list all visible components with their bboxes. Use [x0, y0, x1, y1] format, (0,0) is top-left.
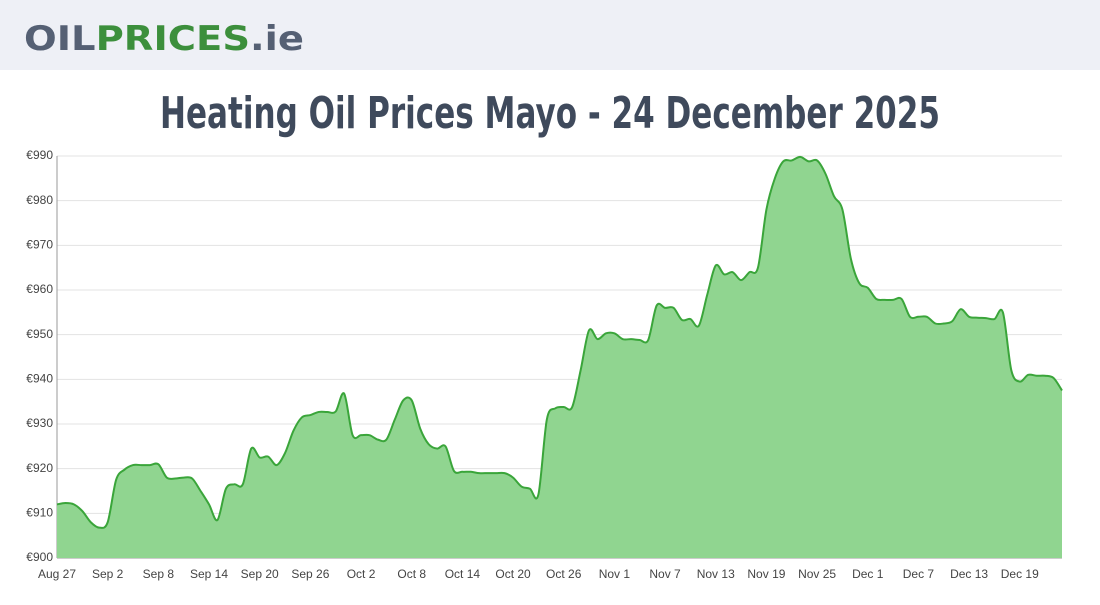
y-tick-label: €940: [26, 372, 53, 386]
header-bar: [0, 0, 1100, 70]
line: [56, 155, 1063, 529]
x-tick-label: Sep 14: [190, 567, 228, 581]
x-tick-label: Dec 1: [852, 567, 884, 581]
y-tick-label: €920: [26, 461, 53, 475]
logo-part: .ie: [250, 19, 304, 59]
x-tick-label: Oct 26: [546, 567, 582, 581]
y-tick-label: €910: [26, 506, 53, 520]
y-tick-label: €980: [26, 193, 53, 207]
x-tick-label: Oct 2: [347, 567, 376, 581]
logo-part: OIL: [24, 19, 96, 59]
x-tick-label: Dec 13: [950, 567, 988, 581]
x-tick-label: Nov 1: [599, 567, 631, 581]
logo[interactable]: OIL PRICES .ie: [24, 19, 304, 59]
x-tick-label: Sep 26: [291, 567, 329, 581]
y-tick-label: €960: [26, 282, 53, 296]
y-tick-label: €900: [26, 550, 53, 564]
x-tick-label: Aug 27: [38, 567, 76, 581]
x-tick-label: Nov 25: [798, 567, 836, 581]
x-tick-label: Nov 13: [697, 567, 735, 581]
x-tick-label: Oct 20: [495, 567, 531, 581]
x-tick-label: Sep 20: [241, 567, 279, 581]
y-tick-label: €930: [26, 416, 53, 430]
chart-title: Heating Oil Prices Mayo - 24 December 20…: [160, 88, 940, 139]
x-tick-label: Nov 7: [649, 567, 681, 581]
x-tick-label: Oct 8: [397, 567, 426, 581]
x-tick-label: Dec 7: [903, 567, 935, 581]
x-tick-label: Nov 19: [747, 567, 785, 581]
y-tick-label: €990: [26, 148, 53, 162]
x-tick-label: Sep 8: [143, 567, 175, 581]
x-tick-label: Dec 19: [1001, 567, 1039, 581]
y-tick-label: €970: [26, 238, 53, 252]
logo-part: PRICES: [96, 19, 250, 59]
x-tick-label: Oct 14: [445, 567, 481, 581]
area: [57, 156, 1062, 559]
x-tick-label: Sep 2: [92, 567, 124, 581]
y-tick-label: €950: [26, 327, 53, 341]
